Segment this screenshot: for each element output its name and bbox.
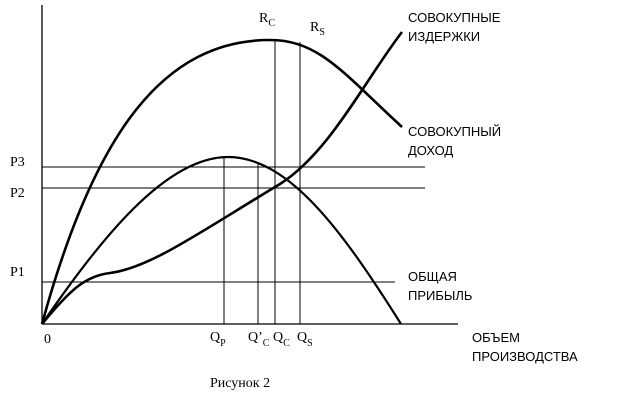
x-axis-label-2: ПРОИЗВОДСТВА <box>472 349 578 364</box>
qp-label: QP <box>210 330 226 349</box>
total-profit-label-1: ОБЩАЯ <box>408 269 457 284</box>
x-axis-label-1: ОБЪЕМ <box>472 330 520 345</box>
total-cost-label-2: ИЗДЕРЖКИ <box>408 29 480 44</box>
total-profit-label-2: ПРИБЫЛЬ <box>408 288 472 303</box>
p2-label: P2 <box>10 186 25 201</box>
total-revenue-label-2: ДОХОД <box>408 143 453 158</box>
qc-label: QC <box>273 330 290 349</box>
total-cost-label-1: СОВОКУПНЫЕ <box>408 10 501 25</box>
qc-prime-label: Q’C <box>248 330 270 349</box>
total-cost-curve <box>40 31 404 325</box>
rc-label: RC <box>259 11 275 29</box>
p1-label: P1 <box>10 265 25 280</box>
p3-label: P3 <box>10 155 25 170</box>
rs-label: RS <box>310 20 325 38</box>
total-revenue-curve <box>40 38 403 325</box>
total-profit-curve <box>41 155 402 325</box>
qs-label: QS <box>297 330 313 349</box>
figure-caption: Рисунок 2 <box>210 376 270 391</box>
origin-label: 0 <box>44 332 51 347</box>
total-revenue-label-1: СОВОКУПНЫЙ <box>408 124 501 139</box>
